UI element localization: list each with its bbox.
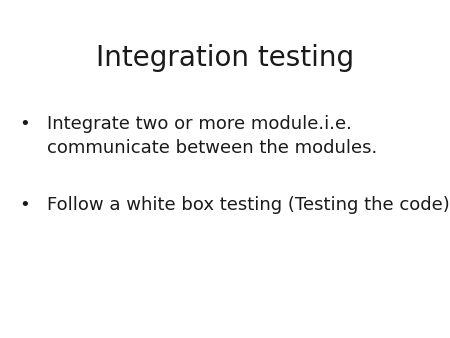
Text: •: • bbox=[19, 115, 30, 133]
Text: Follow a white box testing (Testing the code): Follow a white box testing (Testing the … bbox=[47, 196, 450, 214]
Text: •: • bbox=[19, 196, 30, 214]
Text: Integration testing: Integration testing bbox=[96, 44, 354, 72]
Text: Integrate two or more module.i.e.
communicate between the modules.: Integrate two or more module.i.e. commun… bbox=[47, 115, 378, 157]
